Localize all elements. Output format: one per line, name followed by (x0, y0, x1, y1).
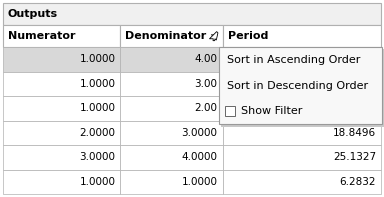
Bar (121, 25, 223, 47)
Bar (3, 96, 121, 121)
Text: 3.0000: 3.0000 (182, 128, 218, 138)
Text: Show Filter: Show Filter (241, 106, 302, 116)
Bar (3, 145, 121, 169)
Text: Numerator: Numerator (8, 31, 76, 41)
Bar (121, 169, 223, 194)
Bar (121, 47, 223, 72)
Text: Sort in Descending Order: Sort in Descending Order (227, 81, 368, 91)
Text: 4.0000: 4.0000 (182, 152, 218, 162)
Bar (223, 25, 381, 47)
Bar (3, 47, 121, 72)
Text: 3.0000: 3.0000 (79, 152, 116, 162)
Bar (223, 72, 381, 96)
Text: Period: Period (228, 31, 268, 41)
Text: Sort in Ascending Order: Sort in Ascending Order (227, 55, 360, 65)
Text: Outputs: Outputs (8, 9, 58, 19)
Text: Denominator: Denominator (126, 31, 207, 41)
Bar (225, 106, 235, 116)
Text: 1.0000: 1.0000 (79, 177, 116, 187)
Bar (121, 72, 223, 96)
Text: 1.0000: 1.0000 (182, 177, 218, 187)
Text: 1.0000: 1.0000 (79, 79, 116, 89)
Bar (3, 72, 121, 96)
Bar (121, 121, 223, 145)
Bar (221, 49, 384, 127)
Text: 3.00: 3.00 (195, 79, 218, 89)
Bar (223, 47, 381, 72)
Text: 2.0000: 2.0000 (79, 128, 116, 138)
Polygon shape (211, 34, 216, 37)
Bar (3, 121, 121, 145)
Bar (121, 96, 223, 121)
Bar (223, 169, 381, 194)
Text: 18.8496: 18.8496 (333, 128, 376, 138)
Bar (218, 47, 382, 124)
Text: 1.0000: 1.0000 (79, 54, 116, 64)
Bar (223, 121, 381, 145)
Text: 2.00: 2.00 (195, 103, 218, 113)
Bar (121, 145, 223, 169)
Bar (223, 96, 381, 121)
Bar (3, 3, 381, 25)
Bar (223, 145, 381, 169)
Text: 1.0000: 1.0000 (79, 103, 116, 113)
Bar (3, 25, 121, 47)
Text: 6.2832: 6.2832 (339, 177, 376, 187)
Text: 4.00: 4.00 (195, 54, 218, 64)
Bar (3, 169, 121, 194)
Polygon shape (209, 32, 218, 41)
Text: 25.1327: 25.1327 (333, 152, 376, 162)
